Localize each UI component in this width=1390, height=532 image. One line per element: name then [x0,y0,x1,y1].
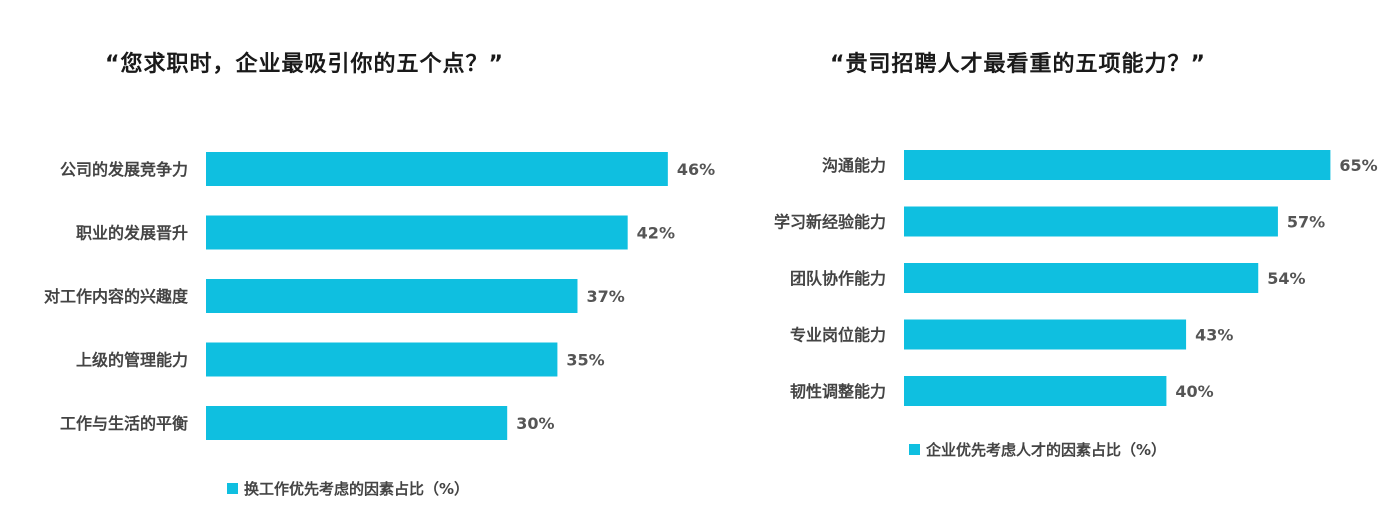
category-label: 上级的管理能力 [76,351,188,370]
bar-3 [904,263,1259,293]
value-label: 65% [1339,156,1377,175]
category-label: 团队协作能力 [790,269,886,288]
category-label: 专业岗位能力 [790,326,886,345]
bar-chart-left: 公司的发展竞争力 46% 职业的发展晋升 42% 对工作内容的兴趣度 37% 上级的管理能力… [44,152,715,440]
value-label: 37% [586,287,624,306]
legend-swatch [909,444,920,455]
category-label: 对工作内容的兴趣度 [44,287,189,306]
bar-1 [206,152,668,186]
category-label: 沟通能力 [822,156,886,175]
bar-4 [904,319,1187,350]
legend-label: 企业优先考虑人才的因素占比（%） [926,441,1167,459]
bar-5 [206,406,508,440]
legend-label: 换工作优先考虑的因素占比（%） [244,480,470,498]
value-label: 46% [677,160,715,179]
chart-title-left: “您求职时，企业最吸引你的五个点？” [105,52,504,77]
bar-2 [904,206,1278,237]
value-label: 57% [1287,213,1325,232]
value-label: 40% [1175,382,1213,401]
category-label: 韧性调整能力 [790,382,886,401]
category-label: 学习新经验能力 [774,213,886,232]
bar-3 [206,279,578,313]
bar-5 [904,376,1167,406]
legend-swatch [227,483,238,494]
value-label: 43% [1195,326,1233,345]
bar-4 [206,342,558,377]
category-label: 职业的发展晋升 [76,224,188,243]
category-label: 公司的发展竞争力 [60,160,188,179]
category-label: 工作与生活的平衡 [60,414,188,433]
value-label: 42% [637,224,675,243]
value-label: 30% [516,414,554,433]
legend-left: 换工作优先考虑的因素占比（%） [227,478,469,499]
bar-1 [904,150,1331,180]
bar-2 [206,215,628,250]
value-label: 35% [566,351,604,370]
legend-right: 企业优先考虑人才的因素占比（%） [909,439,1166,460]
chart-title-right: “贵司招聘人才最看重的五项能力？” [830,52,1206,77]
value-label: 54% [1267,269,1305,288]
